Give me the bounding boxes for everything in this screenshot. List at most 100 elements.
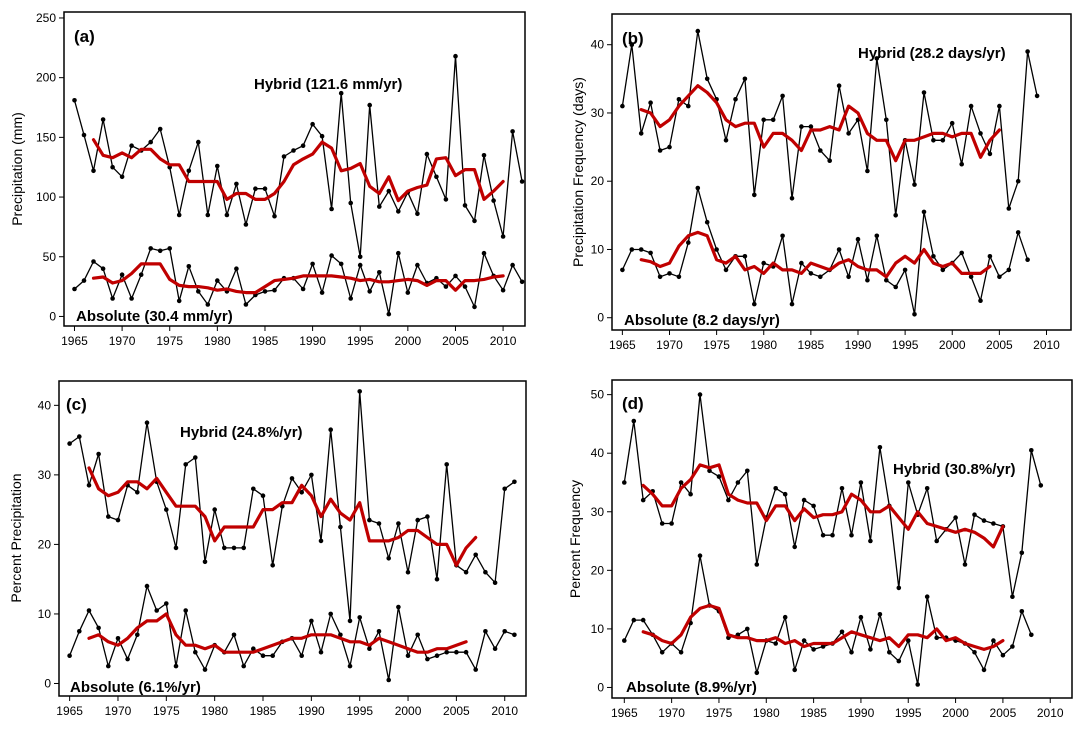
panel-b-hybrid-point	[827, 158, 832, 163]
panel-c-hybrid-point	[415, 517, 421, 523]
panel-c-hybrid-point	[463, 569, 469, 575]
panel-d-hybrid-point	[868, 538, 873, 544]
panel-c-hybrid-point	[270, 563, 276, 568]
panel-a-absolute-point	[167, 246, 172, 251]
panel-b-hybrid-point	[978, 131, 983, 136]
panel-c-hybrid-point	[144, 420, 150, 426]
panel-b-hybrid-smoothed-line	[639, 84, 1002, 163]
panel-c-hybrid-point	[222, 545, 227, 551]
panel-a-absolute-point	[262, 289, 268, 294]
panel-b-absolute-point	[836, 247, 842, 252]
panel-c-absolute-point	[463, 649, 469, 655]
panel-a-label: (a)	[74, 27, 95, 46]
panel-d-absolute-point	[924, 594, 930, 599]
panel-b-hybrid-point	[676, 97, 682, 102]
panel-c-hybrid-point	[183, 462, 188, 467]
panel-a-xtick-label: 1990	[299, 334, 326, 348]
panel-c-absolute-point	[502, 629, 508, 634]
panel-c-xtick-label: 1985	[250, 704, 277, 718]
panel-c-absolute-point	[77, 629, 82, 634]
panel-b-absolute-smoothed-line	[639, 230, 992, 279]
panel-b-absolute-point	[780, 233, 785, 239]
panel-c-hybrid-point	[396, 521, 401, 526]
panel-c-hybrid-point	[473, 552, 479, 558]
panel-c-absolute-point	[338, 632, 343, 638]
panel-b-hybrid-point	[695, 28, 701, 34]
panel-c-absolute-point	[309, 618, 314, 624]
panel-c-hybrid-point	[106, 514, 111, 519]
panel-b-axes: 1965 1970 1975 1980 1985 1990 1995 2000 2005 2010…	[591, 38, 1061, 352]
panel-c-hybrid-point	[328, 427, 334, 433]
panel-d-hybrid-point	[726, 497, 731, 503]
panel-b-xtick-label: 1965	[609, 338, 636, 352]
panel-c-hybrid-annotation: Hybrid (24.8%/yr)	[180, 424, 303, 441]
panel-a-xtick-label: 1980	[204, 334, 231, 348]
panel-d-ytick-label: 20	[591, 563, 605, 577]
panel-a-absolute-point	[319, 290, 325, 295]
panel-b-absolute-point	[620, 267, 625, 273]
panel-a-hybrid-point	[462, 203, 468, 208]
panel-a-hybrid-point	[196, 139, 201, 145]
panel-c-absolute-point	[512, 632, 517, 638]
panel-b-hybrid-point	[884, 117, 889, 123]
panel-c-absolute-point	[299, 653, 305, 658]
panel-b-hybrid-point	[752, 192, 757, 198]
panel-b-absolute-point	[648, 250, 653, 256]
panel-c-hybrid-point	[96, 451, 101, 457]
panel-a-hybrid-point	[100, 117, 106, 122]
panel-b-hybrid-point	[648, 100, 653, 105]
panel-d-xtick-label: 1995	[895, 706, 922, 720]
panel-c-absolute-point	[454, 649, 459, 655]
panel-c-hybrid-point	[299, 490, 305, 495]
panel-a-hybrid-point	[500, 234, 506, 239]
panel-b-absolute-point	[1015, 230, 1021, 235]
panel-c-hybrid-point	[492, 580, 498, 585]
panel-b-hybrid-point	[1006, 206, 1012, 211]
panel-b-absolute-point	[657, 274, 663, 280]
panel-c-absolute-point	[357, 615, 363, 620]
panel-c-absolute-point	[405, 653, 411, 658]
panel-b-hybrid-point	[629, 42, 635, 47]
panel-b-absolute-point	[865, 277, 870, 283]
panel-d-hybrid-point	[782, 491, 788, 497]
panel-a-absolute-point	[196, 289, 201, 294]
panel-d-absolute-point	[820, 644, 826, 649]
panel-b-absolute-point	[893, 284, 898, 290]
panel-b-hybrid-point	[808, 124, 814, 129]
panel-d-xtick-label: 2000	[942, 706, 969, 720]
panel-a-hybrid-point	[491, 198, 496, 203]
panel-d-hybrid-annotation: Hybrid (30.8%/yr)	[893, 461, 1016, 478]
panel-c-absolute-point	[164, 601, 169, 606]
panel-c-absolute-point	[444, 649, 450, 655]
panel-c-hybrid-point	[338, 524, 343, 530]
panel-c-axes: 1965 1970 1975 1980 1985 1990 1995 2000 2005 2010…	[38, 398, 519, 718]
panel-d-absolute-point	[839, 629, 845, 635]
panel-a-absolute-point	[443, 284, 449, 289]
panel-b-hybrid-point	[789, 196, 795, 201]
panel-d-hybrid-point	[1010, 594, 1015, 599]
panel-b-hybrid-point	[704, 76, 710, 82]
panel-d-hybrid-point	[678, 480, 684, 485]
panel-d-absolute-point	[1029, 632, 1034, 638]
panel-d-xtick-label: 1990	[848, 706, 875, 720]
panel-c-hybrid-smoothed-line	[87, 466, 478, 567]
panel-c-absolute-point	[386, 677, 392, 683]
panel-d-ylabel: Percent Frequency	[567, 480, 583, 598]
panel-a-ytick-label: 100	[36, 190, 56, 204]
panel-b-absolute-point	[695, 185, 701, 191]
panel-a-hybrid-point	[148, 139, 153, 145]
panel-c-absolute-point	[492, 646, 498, 651]
panel-c-ytick-label: 0	[44, 676, 51, 690]
panel-d-ytick-label: 40	[591, 446, 605, 460]
panel-b-absolute-point	[921, 209, 927, 215]
panel-a-absolute-point	[138, 272, 144, 278]
panel-b-hybrid-point	[733, 97, 738, 102]
panel-a-absolute-point	[357, 262, 363, 268]
panel-a-hybrid-point	[519, 179, 525, 184]
panel-a-absolute-point	[110, 296, 115, 301]
panel-d-absolute-point	[896, 658, 902, 664]
panel-b-hybrid-point	[836, 83, 842, 88]
panel-b-absolute-point	[902, 267, 908, 273]
panel-d-hybrid-point	[640, 497, 646, 503]
panel-b-hybrid-point	[770, 117, 776, 123]
